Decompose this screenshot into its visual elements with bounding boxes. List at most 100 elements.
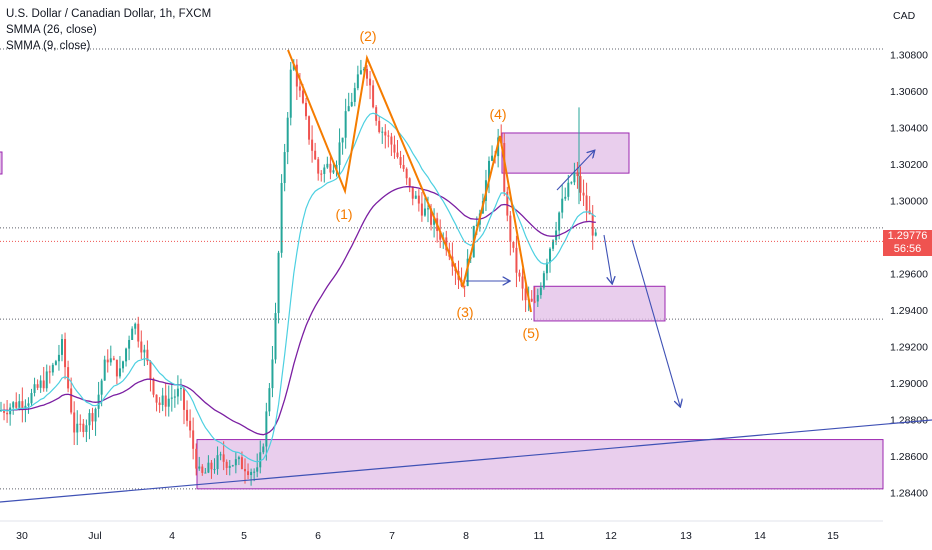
candle-body [12, 402, 15, 408]
candle-body [183, 388, 185, 410]
x-tick-label: 4 [169, 530, 175, 542]
candle-body [155, 394, 158, 403]
candle-body [366, 68, 368, 79]
candle-body [57, 354, 60, 362]
x-tick-label: 13 [680, 530, 692, 542]
candle-body [73, 412, 76, 433]
candle-body [518, 272, 521, 277]
candle-body [539, 287, 542, 296]
candle-body [27, 403, 30, 406]
wave-label: (5) [522, 325, 539, 341]
smma-26-label[interactable]: SMMA (26, close) [6, 24, 97, 36]
candle-body [244, 469, 246, 472]
candle-body [70, 388, 73, 413]
candle-body [176, 388, 179, 397]
smma-9-label[interactable]: SMMA (9, close) [6, 40, 91, 52]
candle-body [463, 285, 466, 287]
candle-body [509, 215, 512, 242]
candle-body [475, 224, 478, 226]
candle-body [414, 195, 417, 199]
price-zone [196, 439, 884, 490]
candle-body [439, 231, 442, 240]
elliott-wave-line [287, 49, 532, 313]
y-tick-label: 1.28600 [890, 451, 928, 463]
candle-body [240, 457, 243, 470]
x-tick-label: 6 [315, 530, 321, 542]
candle-body [225, 461, 228, 468]
candle-body [277, 252, 280, 314]
candle-body [39, 380, 42, 388]
candle-body [329, 163, 332, 173]
candle-body [545, 262, 548, 274]
smma-26-line [0, 186, 596, 436]
candle-body [219, 454, 222, 456]
candle-body [292, 64, 295, 70]
x-tick-label: 12 [605, 530, 617, 542]
candle-body [344, 111, 347, 138]
candle-body [305, 102, 307, 117]
candle-body [594, 232, 597, 236]
candle-body [91, 413, 94, 422]
candle-body [15, 402, 18, 408]
candle-body [530, 298, 533, 302]
candle-body [82, 423, 85, 433]
wave-label: (2) [359, 28, 376, 44]
candle-body [314, 150, 317, 160]
candle-body [503, 143, 506, 192]
symbol-title[interactable]: U.S. Dollar / Canadian Dollar, 1h, FXCM [6, 8, 212, 20]
trend-line [0, 419, 932, 503]
candle-body [228, 465, 231, 468]
x-tick-label: Jul [88, 530, 101, 542]
x-tick-label: 14 [754, 530, 766, 542]
candle-body [112, 358, 115, 360]
candle-body [152, 378, 155, 395]
currency-label: CAD [893, 10, 916, 22]
candle-body [54, 361, 57, 365]
candle-body [118, 368, 121, 377]
x-tick-label: 8 [463, 530, 469, 542]
candle-body [173, 396, 176, 398]
candle-body [64, 339, 67, 368]
candle-body [567, 182, 570, 197]
x-tick-label: 5 [241, 530, 247, 542]
x-tick-label: 15 [827, 530, 839, 542]
candle-body [512, 241, 515, 248]
candle-body [149, 361, 152, 379]
candle-body [283, 152, 286, 184]
candle-body [591, 214, 594, 236]
candle-body [179, 388, 182, 390]
y-tick-label: 1.30400 [890, 123, 928, 135]
y-tick-label: 1.30200 [890, 159, 928, 171]
y-tick-label: 1.29400 [890, 305, 928, 317]
candle-body [320, 173, 323, 175]
candle-body [231, 465, 234, 467]
candle-body [393, 144, 396, 153]
candle-body [280, 183, 283, 253]
candle-body [18, 401, 21, 408]
candle-body [237, 457, 240, 460]
candle-body [21, 401, 24, 409]
price-zone [533, 285, 666, 322]
candle-body [33, 384, 36, 393]
candle-body [88, 413, 91, 426]
candle-body [332, 170, 335, 173]
candle-body [378, 120, 381, 133]
candle-body [36, 384, 39, 388]
candle-body [143, 349, 146, 353]
candle-body [201, 466, 204, 473]
candle-body [94, 408, 97, 422]
candle-body [222, 454, 225, 462]
candle-body [106, 359, 109, 363]
y-tick-label: 1.28800 [890, 415, 928, 427]
candle-body [6, 412, 9, 415]
candle-body [533, 301, 536, 303]
candle-body [347, 106, 350, 112]
candle-body [115, 359, 118, 377]
candle-body [198, 466, 201, 469]
candle-body [146, 349, 149, 362]
candle-body [353, 88, 356, 102]
candle-body [515, 247, 518, 273]
projection-arrow [631, 239, 680, 406]
